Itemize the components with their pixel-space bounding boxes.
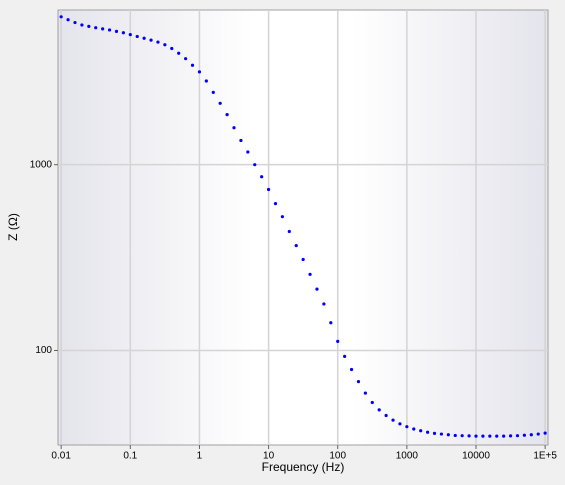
data-point (87, 24, 91, 28)
data-point (253, 163, 257, 167)
data-point (280, 215, 285, 219)
data-point (273, 202, 278, 206)
data-point (177, 51, 181, 55)
data-point (163, 43, 167, 47)
data-point (384, 413, 388, 418)
data-point (294, 243, 298, 248)
data-point (398, 422, 402, 426)
data-point (308, 272, 312, 276)
y-tick-label: 100 (35, 345, 52, 356)
x-tick-label: 1 (197, 451, 203, 462)
data-point (287, 229, 291, 234)
data-point (322, 302, 326, 306)
x-tick-label: 10000 (462, 451, 490, 462)
data-point (405, 425, 409, 429)
data-point (349, 367, 354, 372)
data-point (94, 26, 98, 30)
data-point (370, 400, 374, 405)
data-point (315, 287, 319, 291)
data-point (135, 34, 139, 39)
data-point (356, 380, 361, 384)
data-point (391, 418, 395, 422)
data-point (363, 391, 367, 395)
data-point (149, 38, 153, 42)
data-point (481, 434, 485, 438)
data-point (190, 63, 195, 67)
data-point (543, 431, 547, 435)
data-point (218, 101, 222, 105)
data-point (515, 434, 520, 438)
data-point (128, 33, 132, 37)
x-tick-label: 10 (263, 451, 275, 462)
data-point (446, 433, 450, 437)
data-point (239, 138, 243, 143)
data-point (453, 433, 457, 438)
data-point (225, 113, 229, 117)
data-point (232, 126, 236, 130)
data-point (301, 257, 305, 262)
x-tick-label: 0.1 (123, 451, 137, 462)
data-point (80, 23, 84, 27)
data-point (336, 339, 340, 343)
x-tick-label: 1000 (396, 451, 419, 462)
data-point (508, 434, 513, 438)
data-point (170, 46, 174, 51)
data-point (329, 321, 333, 325)
data-point (502, 434, 506, 438)
data-point (184, 57, 188, 61)
data-point (377, 408, 381, 412)
data-point (412, 427, 416, 431)
data-point (114, 29, 119, 33)
data-point (474, 434, 478, 438)
data-point (246, 150, 250, 154)
data-point (419, 429, 423, 433)
data-point (522, 433, 526, 437)
x-axis-label: Frequency (Hz) (262, 460, 345, 474)
data-point (529, 433, 533, 437)
data-point (211, 90, 215, 94)
data-point (101, 27, 105, 31)
x-tick-label: 100 (329, 451, 346, 462)
y-tick-label: 1000 (30, 159, 53, 170)
data-point (204, 79, 208, 83)
data-point (536, 432, 540, 436)
data-point (467, 434, 471, 438)
data-point (425, 430, 430, 434)
x-tick-label: 1E+5 (533, 451, 557, 462)
data-point (495, 434, 499, 438)
data-point (266, 187, 271, 192)
plot-area (57, 9, 549, 446)
data-point (343, 354, 347, 358)
data-point (439, 432, 444, 436)
data-point (260, 175, 264, 179)
data-point (66, 18, 70, 22)
data-point (107, 28, 112, 32)
data-point (73, 20, 77, 25)
x-tick-label: 0.01 (51, 451, 71, 462)
data-point (121, 31, 125, 35)
data-point (460, 434, 464, 438)
y-axis-label: Z (Ω) (6, 213, 20, 241)
data-point (59, 15, 63, 19)
data-point (156, 40, 160, 44)
data-point (488, 434, 492, 438)
data-point (197, 70, 202, 74)
data-point (432, 431, 437, 435)
data-point (142, 36, 146, 40)
